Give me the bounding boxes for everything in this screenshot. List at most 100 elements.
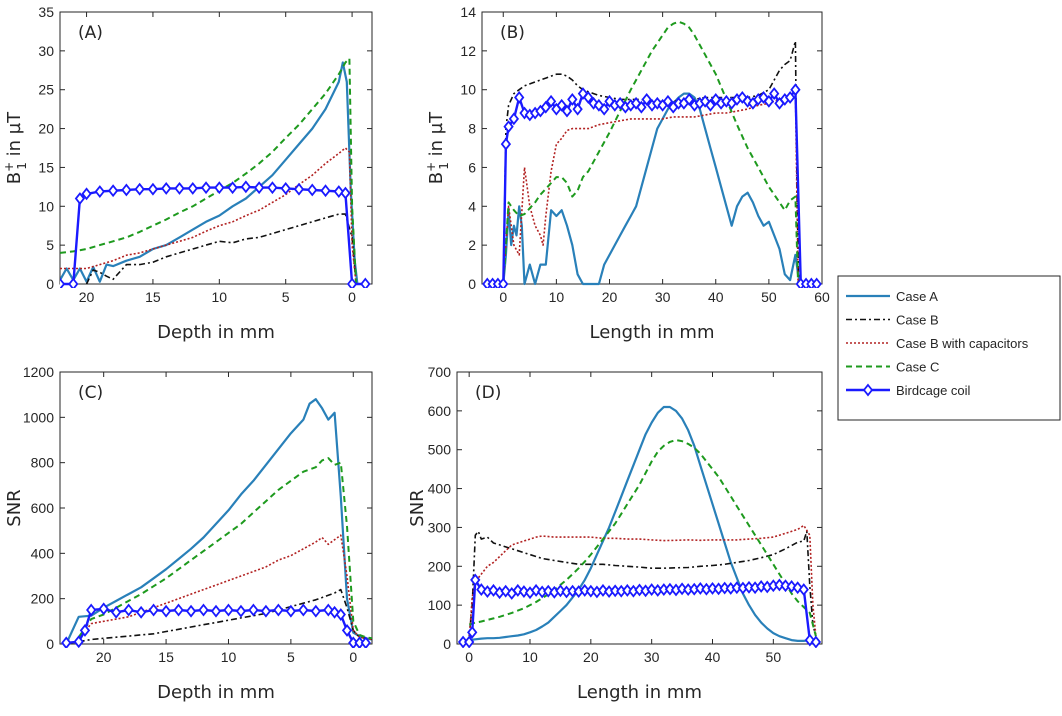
data-point-marker [500,137,512,151]
y-tick-label: 1200 [23,364,54,380]
data-point-marker [467,625,478,639]
data-point-marker [684,92,695,106]
data-point-marker [333,185,344,198]
data-point-marker [360,277,371,288]
series-line [85,213,357,285]
data-point-marker [780,579,791,593]
x-axis-label: Length in mm [589,322,714,343]
data-point-marker [664,582,676,596]
data-point-marker [98,602,109,616]
axes-frame [481,11,823,285]
data-point-marker [769,87,780,101]
data-point-marker [470,573,481,587]
series-line [78,534,372,641]
x-tick-label: 20 [79,289,95,305]
data-point-marker [583,91,594,104]
data-point-marker [86,603,97,617]
legend-label: Case B [896,313,939,328]
y-tick-label: 0 [468,276,476,292]
data-point-marker [585,584,596,598]
series-line [502,20,800,285]
panel-label: (C) [78,383,103,403]
data-point-marker [148,603,159,617]
series-line [60,57,358,285]
legend-box [837,275,1061,421]
data-point-marker [346,277,358,288]
data-point-marker [790,83,801,97]
data-point-marker [335,608,346,621]
x-tick-label: 15 [158,649,174,665]
data-point-marker [572,102,583,116]
x-tick-label: 50 [766,649,782,665]
data-point-marker [240,180,252,194]
data-point-marker [514,91,525,104]
data-point-marker [599,102,610,116]
data-point-marker [121,183,132,197]
data-point-marker [260,604,272,618]
panel-d: 0 100 200 300 400 500 600 700 0 10 20 30 40 50 (D) Leng… [407,364,823,703]
data-point-marker [508,112,520,126]
series-line [469,405,816,643]
series-line [60,185,366,286]
x-tick-label: 5 [282,289,290,305]
data-point-marker [662,94,674,108]
data-point-marker [503,120,514,134]
series-line [502,88,799,285]
y-tick-label: 12 [460,43,476,59]
data-point-marker [248,603,259,617]
x-tick-label: 10 [522,649,538,665]
data-point-marker [705,98,716,112]
x-tick-label: 20 [602,289,618,305]
panel-a: 0 5 10 15 20 25 30 35 20 15 10 5 0 (A) Depth in mm B+1 … [2,4,373,343]
x-tick-label: 10 [212,289,228,305]
x-tick-label: 40 [705,649,721,665]
data-point-marker [147,182,159,196]
data-point-marker [298,603,309,617]
series-line [502,92,802,286]
x-tick-label: 5 [287,649,295,665]
y-tick-label: 200 [428,558,452,574]
y-tick-label: 0 [443,636,451,652]
legend: Case A Case B Case B with capacitors Case C… [837,275,1061,421]
y-tick-label: 800 [31,455,55,471]
axes-frame [456,371,823,645]
data-point-marker [811,277,822,288]
y-tick-label: 8 [468,121,476,137]
legend-label: Case B with capacitors [896,336,1029,351]
y-tick-label: 20 [38,121,54,137]
data-point-marker [798,583,809,597]
data-point-marker [74,192,86,205]
series-line [468,439,817,637]
y-tick-label: 500 [428,442,452,458]
panel-b: 0 2 4 6 8 10 12 14 0 10 20 30 40 50 60 (B) Length in mm B… [424,4,830,343]
data-point-marker [253,181,265,195]
series-line [78,588,372,643]
data-point-marker [567,92,578,106]
series-line [60,147,357,285]
data-point-marker [561,104,573,118]
data-point-marker [556,98,567,112]
legend-label: Case A [896,289,938,304]
data-point-marker [107,184,119,198]
data-point-marker [94,185,105,198]
x-tick-label: 10 [549,289,565,305]
data-point-marker [545,94,557,108]
data-point-marker [320,184,331,198]
y-tick-label: 10 [460,82,476,98]
data-point-marker [464,635,475,648]
data-point-marker [498,277,509,288]
x-axis-label: Depth in mm [157,682,275,703]
y-tick-label: 14 [460,4,476,20]
x-tick-label: 15 [145,289,161,305]
data-point-marker [267,181,278,195]
y-tick-label: 0 [46,636,54,652]
data-point-marker [123,603,134,617]
data-point-marker [68,277,79,288]
data-point-marker [214,181,225,195]
y-axis-label: B+1 in µT [2,111,29,184]
data-point-marker [285,604,297,618]
y-tick-label: 700 [428,364,452,380]
y-tick-label: 2 [468,237,476,253]
data-point-marker [79,623,91,637]
series-line [65,398,372,645]
